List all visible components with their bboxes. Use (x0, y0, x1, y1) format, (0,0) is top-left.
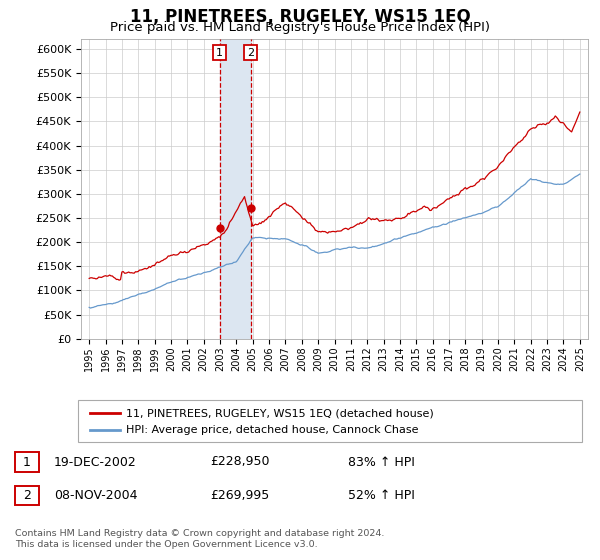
Text: 2: 2 (23, 489, 31, 502)
Text: 11, PINETREES, RUGELEY, WS15 1EQ (detached house): 11, PINETREES, RUGELEY, WS15 1EQ (detach… (126, 408, 434, 418)
Text: £228,950: £228,950 (210, 455, 269, 469)
Text: 52% ↑ HPI: 52% ↑ HPI (348, 489, 415, 502)
Text: Contains HM Land Registry data © Crown copyright and database right 2024.
This d: Contains HM Land Registry data © Crown c… (15, 529, 385, 549)
Text: 11, PINETREES, RUGELEY, WS15 1EQ: 11, PINETREES, RUGELEY, WS15 1EQ (130, 8, 470, 26)
Text: 1: 1 (23, 455, 31, 469)
Text: 1: 1 (216, 48, 223, 58)
Bar (220, 39, 251, 339)
Text: 19-DEC-2002: 19-DEC-2002 (54, 455, 137, 469)
Text: £269,995: £269,995 (210, 489, 269, 502)
Text: Price paid vs. HM Land Registry's House Price Index (HPI): Price paid vs. HM Land Registry's House … (110, 21, 490, 34)
Text: 08-NOV-2004: 08-NOV-2004 (54, 489, 137, 502)
Text: 83% ↑ HPI: 83% ↑ HPI (348, 455, 415, 469)
Text: 2: 2 (247, 48, 254, 58)
Text: HPI: Average price, detached house, Cannock Chase: HPI: Average price, detached house, Cann… (126, 425, 419, 435)
